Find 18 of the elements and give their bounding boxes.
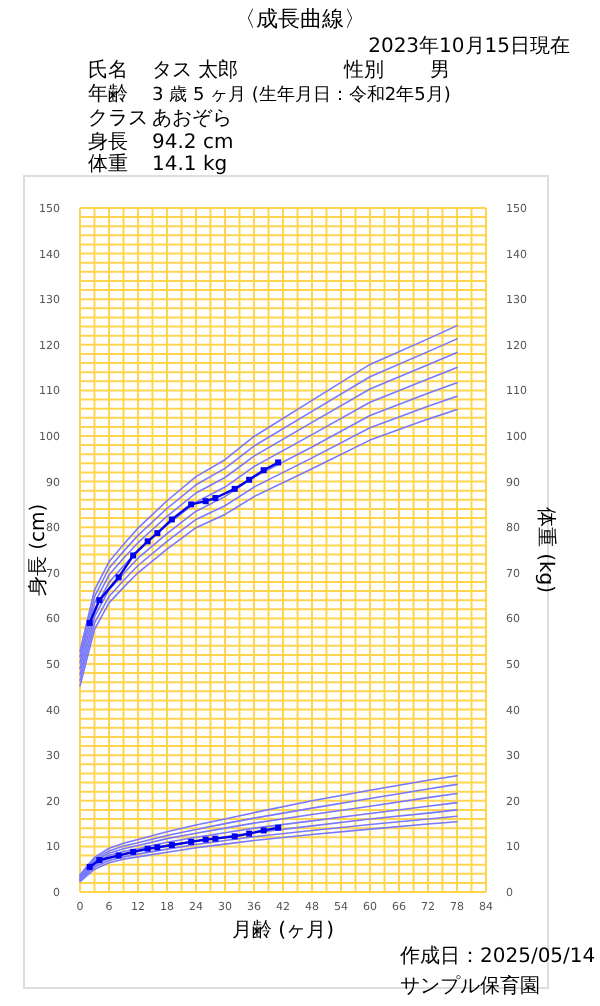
chart-title: 〈成長曲線〉 [234,6,366,32]
text: 男 [430,60,450,82]
text: 年齢 [88,82,128,106]
text: タス 太郎 [152,58,239,82]
text: サンプル保育園 [400,974,540,998]
text: あおぞら [152,108,232,130]
text: クラス [88,108,148,130]
text: 身長 [88,130,128,154]
text: 94.2 cm [152,132,234,154]
text: 14.1 kg [152,154,228,176]
text: 2023年10月15日現在 [368,34,570,58]
y2-axis-title: 体重 (kg) [534,506,558,594]
text: 氏名 [88,58,128,82]
text: 体重 [88,152,128,176]
text: 3 歳 5 ヶ月 (生年月日：令和2年5月) [152,84,451,106]
x-axis-title: 月齢 (ヶ月) [232,918,335,942]
text: 作成日：2025/05/14 [398,944,596,968]
text: 性別 [342,58,384,82]
